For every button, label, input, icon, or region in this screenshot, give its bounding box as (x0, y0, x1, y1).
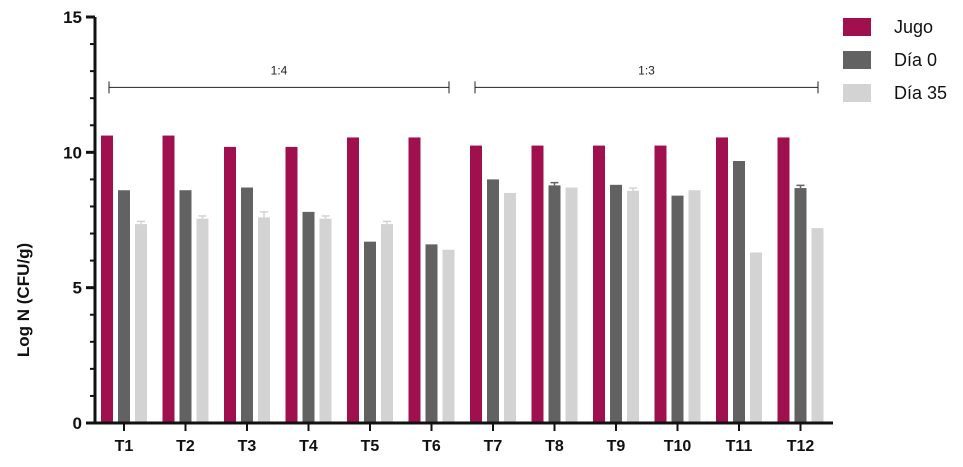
bar-jugo-t10 (654, 145, 667, 422)
annotation-layer: 1:4 1:3 (108, 63, 819, 94)
bar-dia-0-t4 (302, 211, 315, 422)
bar-dia-35-t9 (627, 190, 639, 422)
bar-dia-0-t1 (118, 190, 130, 422)
bar-dia-0-t11 (733, 160, 745, 422)
legend-label-dia-35: Día 35 (894, 83, 947, 103)
y-tick-label: 5 (73, 279, 82, 298)
x-tick-label: T2 (176, 438, 195, 455)
bar-dia-0-t8 (548, 185, 561, 422)
y-tick-label: 10 (63, 143, 82, 162)
y-tick-label: 0 (73, 414, 82, 433)
bar-jugo-t12 (777, 137, 790, 422)
bar-dia-0-t5 (364, 241, 376, 422)
x-tick-label: T6 (422, 438, 441, 455)
x-tick-label: T1 (115, 438, 134, 455)
legend-label-jugo: Jugo (894, 17, 933, 37)
legend-swatch-dia-35 (843, 84, 871, 102)
bar-dia-0-t9 (610, 184, 622, 422)
bar-dia-35-t4 (319, 218, 332, 422)
x-tick-label: T3 (238, 438, 257, 455)
bar-jugo-t3 (224, 146, 236, 422)
x-tick-label: T10 (664, 438, 692, 455)
x-tick-label: T9 (607, 438, 626, 455)
bar-jugo-t6 (408, 137, 421, 422)
bar-dia-0-t3 (241, 187, 253, 422)
bar-dia-0-t2 (179, 190, 192, 422)
legend: Jugo Día 0 Día 35 (843, 17, 947, 103)
x-tick-label: T5 (361, 438, 380, 455)
bar-dia-0-t7 (487, 179, 499, 422)
x-tick-label: T8 (545, 438, 564, 455)
legend-swatch-jugo (843, 18, 871, 36)
bar-dia-35-t6 (442, 249, 455, 422)
bar-jugo-t7 (470, 145, 482, 422)
bar-dia-35-t1 (135, 224, 147, 422)
x-tick-label: T11 (726, 438, 753, 455)
bar-jugo-t9 (593, 145, 605, 422)
bar-dia-35-t11 (750, 252, 762, 422)
bar-jugo-t8 (531, 145, 544, 422)
bar-dia-0-t12 (794, 188, 807, 422)
y-axis-title: Log N (CFU/g) (14, 243, 33, 357)
bar-dia-35-t2 (196, 218, 209, 422)
group-bracket-label: 1:4 (271, 63, 288, 77)
bar-jugo-t2 (162, 135, 175, 422)
bars-layer (101, 135, 824, 422)
x-tick-label: T7 (484, 438, 503, 455)
bar-jugo-t1 (101, 135, 113, 422)
x-tick-label: T12 (787, 438, 815, 455)
bar-dia-35-t8 (565, 187, 578, 422)
bar-jugo-t5 (347, 137, 359, 422)
legend-label-dia-0: Día 0 (894, 50, 937, 70)
bar-dia-35-t10 (688, 190, 701, 422)
y-tick-label: 15 (63, 8, 82, 27)
bar-jugo-t4 (285, 146, 298, 422)
bar-dia-35-t5 (381, 224, 393, 422)
bar-dia-35-t12 (811, 228, 824, 422)
bar-dia-35-t3 (258, 217, 270, 422)
bar-dia-0-t6 (425, 244, 438, 422)
legend-swatch-dia-0 (843, 51, 871, 69)
bar-dia-35-t7 (504, 192, 516, 422)
bar-jugo-t11 (716, 137, 728, 422)
group-bracket-label: 1:3 (638, 63, 655, 77)
axes-layer: 0 5 10 15 T1 T2 T3 T4 T5 T6 T7 T8 T9 T10 T11 T12 (63, 8, 833, 455)
bar-dia-0-t10 (671, 195, 684, 422)
x-tick-label: T4 (299, 438, 318, 455)
